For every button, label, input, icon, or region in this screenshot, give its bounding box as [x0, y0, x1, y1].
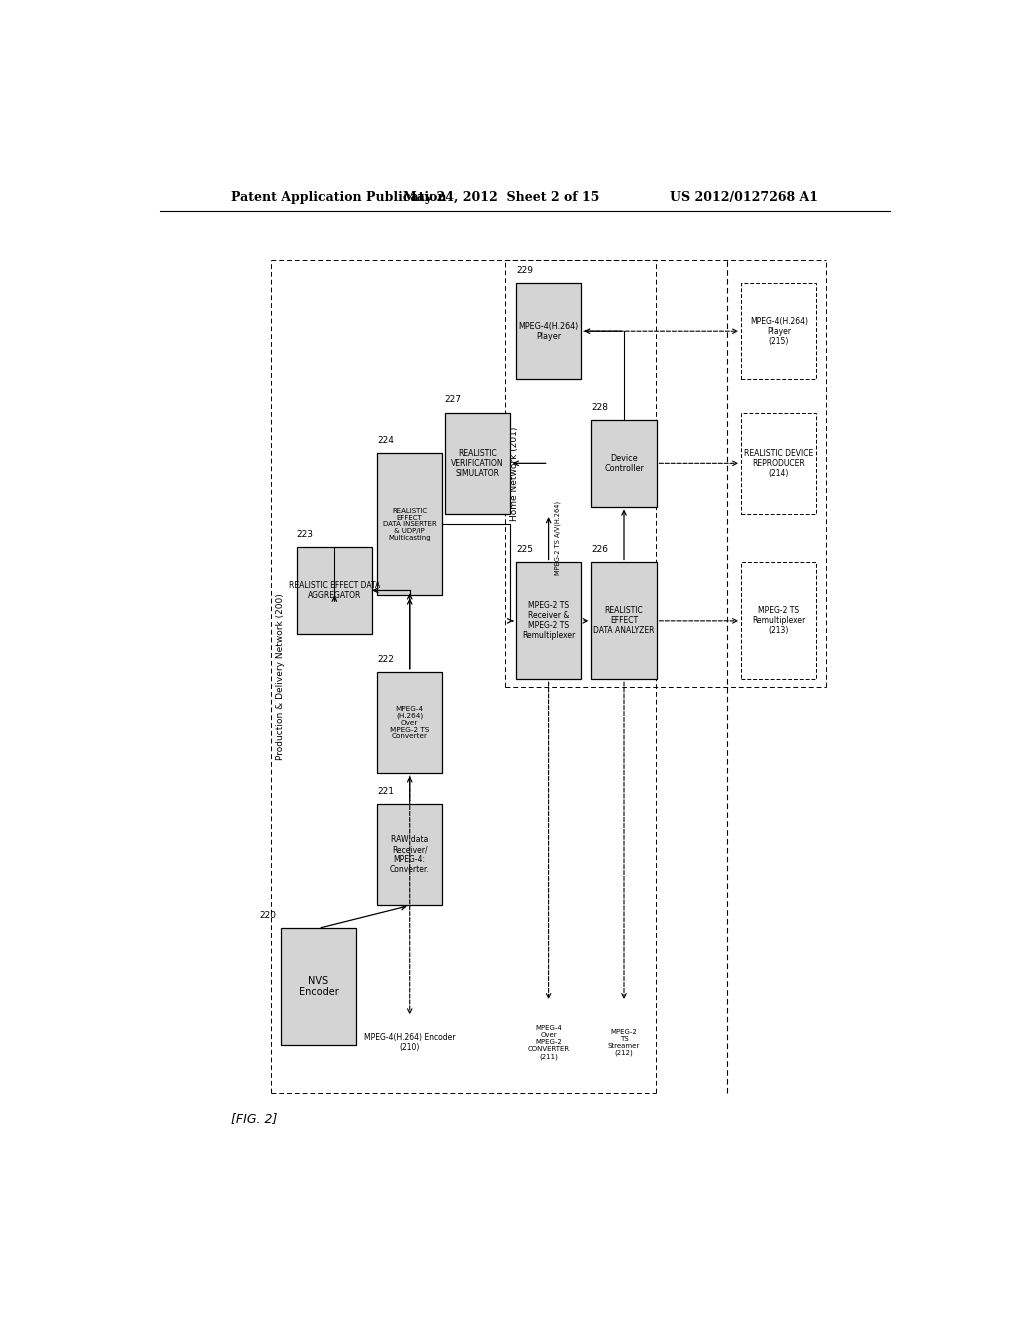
- Text: 223: 223: [297, 531, 313, 539]
- Bar: [377, 672, 442, 774]
- Text: May 24, 2012  Sheet 2 of 15: May 24, 2012 Sheet 2 of 15: [402, 190, 599, 203]
- Text: US 2012/0127268 A1: US 2012/0127268 A1: [671, 190, 818, 203]
- Text: Patent Application Publication: Patent Application Publication: [231, 190, 446, 203]
- Text: REALISTIC
EFFECT
DATA ANALYZER: REALISTIC EFFECT DATA ANALYZER: [593, 606, 654, 635]
- Text: [FIG. 2]: [FIG. 2]: [231, 1113, 278, 1126]
- Bar: [741, 562, 816, 680]
- Text: 228: 228: [592, 403, 608, 412]
- Text: REALISTIC
VERIFICATION
SIMULATOR: REALISTIC VERIFICATION SIMULATOR: [451, 449, 504, 478]
- Bar: [516, 282, 582, 379]
- Text: NVS
Encoder: NVS Encoder: [299, 977, 338, 998]
- Text: Production & Delivery Network (200): Production & Delivery Network (200): [275, 594, 285, 760]
- Text: MPEG-4(H.264)
Player: MPEG-4(H.264) Player: [518, 322, 579, 341]
- Bar: [592, 420, 656, 507]
- Text: MPEG-2 TS
Remultiplexer
(213): MPEG-2 TS Remultiplexer (213): [752, 606, 806, 635]
- Bar: [741, 282, 816, 379]
- Bar: [444, 413, 510, 515]
- Bar: [592, 562, 656, 680]
- Text: 225: 225: [516, 545, 534, 554]
- Text: MPEG-4
(H.264)
Over
MPEG-2 TS
Converter: MPEG-4 (H.264) Over MPEG-2 TS Converter: [390, 706, 429, 739]
- Bar: [297, 548, 372, 634]
- Text: REALISTIC DEVICE
REPRODUCER
(214): REALISTIC DEVICE REPRODUCER (214): [744, 449, 813, 478]
- Text: Home Network (201): Home Network (201): [510, 426, 519, 520]
- Text: 229: 229: [516, 265, 534, 275]
- Bar: [377, 804, 442, 906]
- Text: MPEG-2 TS
Receiver &
MPEG-2 TS
Remultiplexer: MPEG-2 TS Receiver & MPEG-2 TS Remultipl…: [522, 602, 575, 640]
- Text: 221: 221: [377, 787, 394, 796]
- Text: RAW data
Receiver/
MPEG-4:
Converter.: RAW data Receiver/ MPEG-4: Converter.: [390, 836, 430, 874]
- Text: REALISTIC EFFECT DATA
AGGREGATOR: REALISTIC EFFECT DATA AGGREGATOR: [289, 581, 380, 599]
- Text: 224: 224: [377, 436, 394, 445]
- Text: 222: 222: [377, 655, 394, 664]
- Text: MPEG-4
Over
MPEG-2
CONVERTER
(211): MPEG-4 Over MPEG-2 CONVERTER (211): [527, 1026, 569, 1060]
- Bar: [516, 562, 582, 680]
- Text: Device
Controller: Device Controller: [604, 454, 644, 473]
- Text: 220: 220: [260, 911, 276, 920]
- Text: 226: 226: [592, 545, 608, 554]
- Text: REALISTIC
EFFECT
DATA INSERTER
& UDP/IP
Multicasting: REALISTIC EFFECT DATA INSERTER & UDP/IP …: [383, 508, 436, 541]
- Text: 227: 227: [444, 396, 462, 404]
- Bar: [377, 453, 442, 595]
- Bar: [741, 413, 816, 515]
- Text: MPEG-2
TS
Streamer
(212): MPEG-2 TS Streamer (212): [608, 1028, 640, 1056]
- Text: MPEG-4(H.264)
Player
(215): MPEG-4(H.264) Player (215): [750, 317, 808, 346]
- Bar: [281, 928, 356, 1045]
- Text: MPEG-4(H.264) Encoder
(210): MPEG-4(H.264) Encoder (210): [364, 1034, 456, 1052]
- Text: MPEG-2 TS A/V(H.264): MPEG-2 TS A/V(H.264): [554, 502, 561, 576]
